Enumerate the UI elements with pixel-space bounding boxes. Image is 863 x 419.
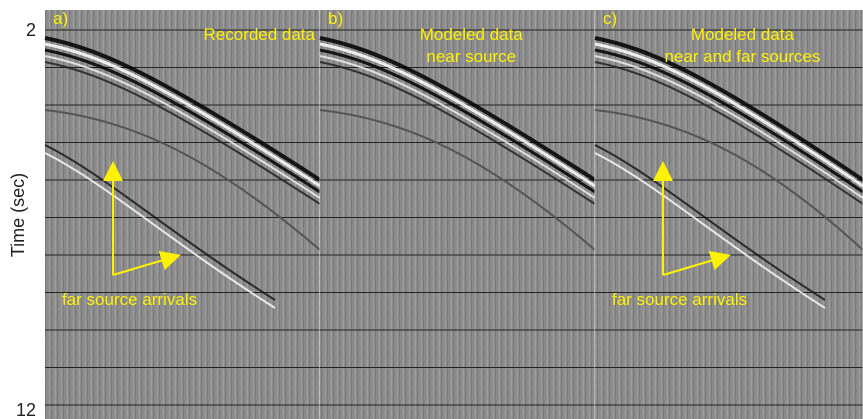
event <box>44 48 321 194</box>
event <box>594 55 863 199</box>
event <box>319 36 597 182</box>
seismic-image <box>45 10 320 419</box>
panel-title: Modeled data <box>420 25 524 44</box>
event <box>44 55 321 199</box>
event <box>319 42 596 188</box>
event <box>44 61 321 205</box>
panel: far source arrivals a) Recorded data <box>44 9 322 419</box>
event <box>319 48 596 194</box>
panel-letter: a) <box>53 9 68 28</box>
panel-title: near and far sources <box>664 47 820 66</box>
event <box>44 109 321 251</box>
panel: far source arrivals c) Modeled data near an… <box>594 9 863 419</box>
event <box>594 42 863 188</box>
far-event <box>44 152 276 309</box>
panel-letter: c) <box>603 9 617 28</box>
far-event <box>594 152 826 309</box>
far-event <box>594 144 826 301</box>
panel-title: Modeled data <box>691 25 795 44</box>
y-tick-label: 2 <box>26 20 36 40</box>
seismic-image <box>320 10 595 419</box>
seismic-image <box>595 10 863 419</box>
annotation: far source arrivals <box>612 290 747 309</box>
event <box>44 36 322 182</box>
event <box>44 42 321 188</box>
event <box>319 55 596 199</box>
event <box>319 61 596 205</box>
annotation: far source arrivals <box>62 290 197 309</box>
panel-title: Recorded data <box>203 25 315 44</box>
panel-title: near source <box>426 47 516 66</box>
event <box>319 109 596 251</box>
y-axis-label: Time (sec) <box>8 173 28 257</box>
panel: b) Modeled data near source <box>319 9 597 419</box>
far-event <box>44 144 276 301</box>
panel-letter: b) <box>328 9 343 28</box>
event <box>594 61 863 205</box>
arrow <box>662 250 731 276</box>
y-tick-label: 12 <box>16 400 36 419</box>
event <box>594 109 863 251</box>
event <box>594 48 863 194</box>
arrow <box>112 250 181 276</box>
event <box>594 36 863 182</box>
